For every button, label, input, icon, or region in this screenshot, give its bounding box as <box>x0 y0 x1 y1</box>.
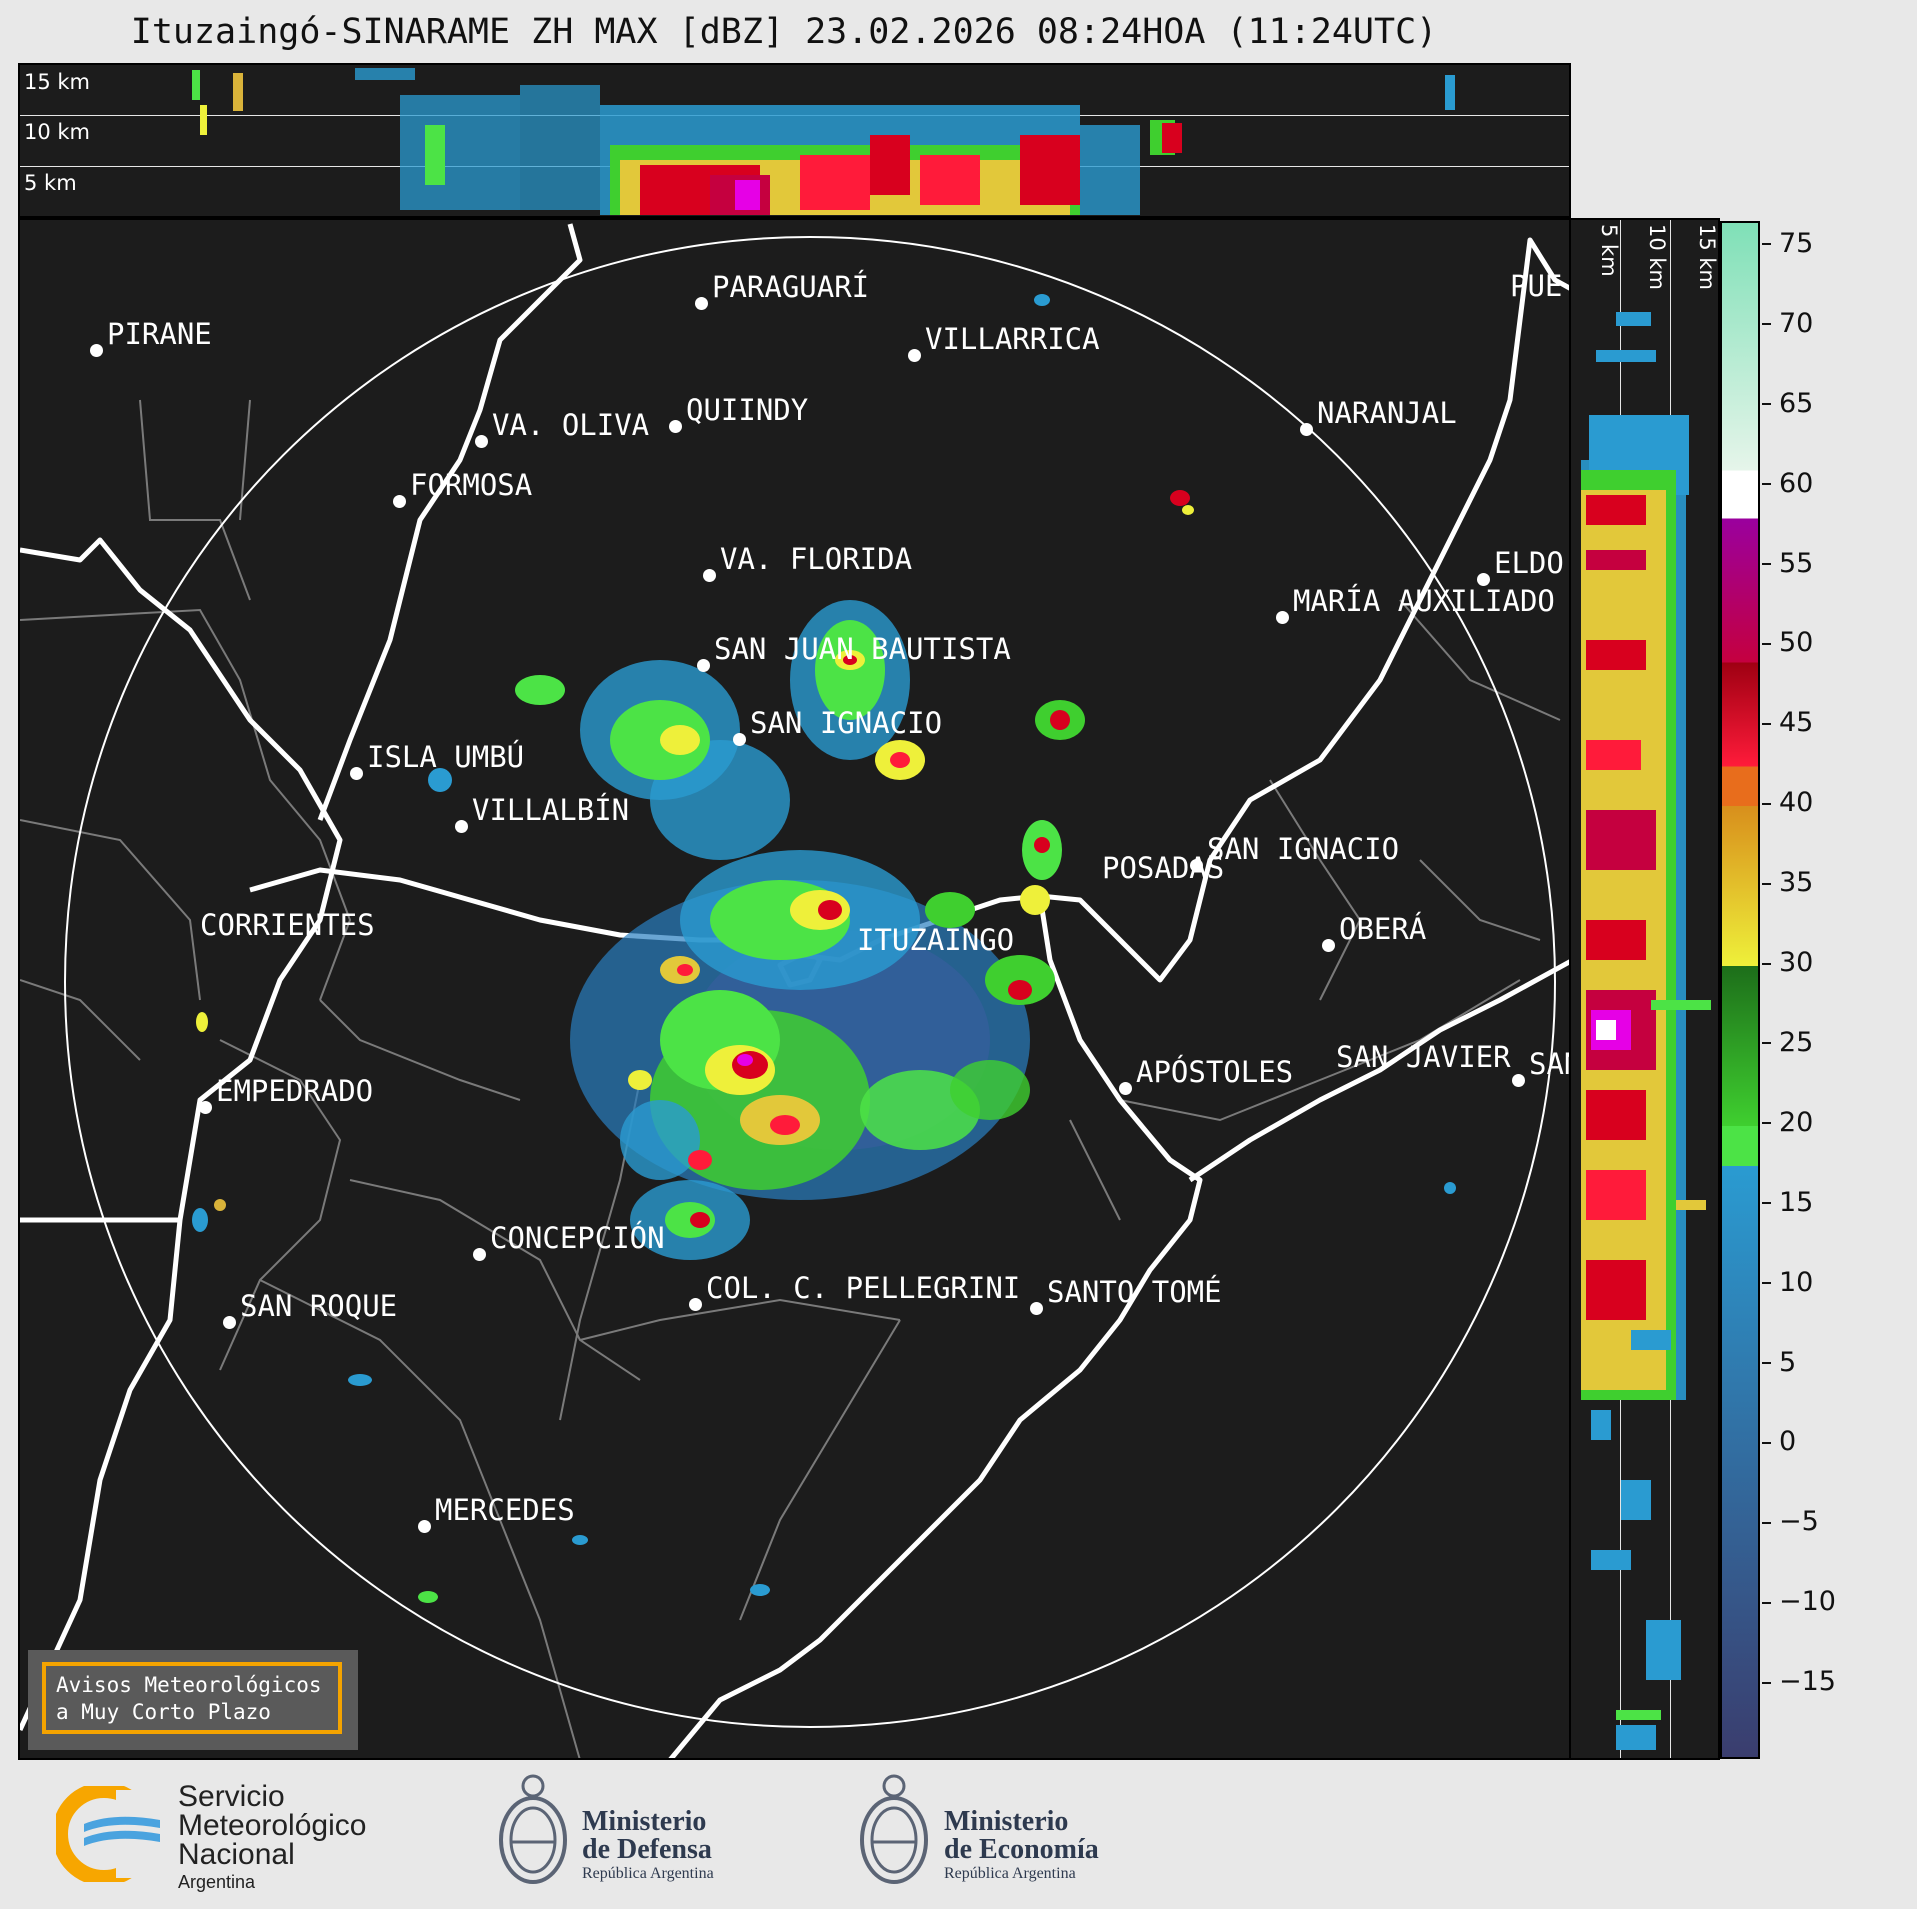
right-cross-section: 5 km 10 km 15 km <box>1569 218 1720 1760</box>
colorbar-tick: 60 <box>1762 468 1813 499</box>
vheight-label-10km: 10 km <box>1645 224 1669 291</box>
radar-echoes <box>192 294 1456 1603</box>
colorbar-tick: 45 <box>1762 707 1813 738</box>
defensa-sub: República Argentina <box>582 1865 714 1882</box>
coat-of-arms-icon <box>860 1774 928 1884</box>
colorbar-tick: 15 <box>1762 1187 1813 1218</box>
colorbar-tick: 40 <box>1762 787 1813 818</box>
right-cross-section-echoes <box>1581 312 1711 1750</box>
avisos-box: Avisos Meteorológicos a Muy Corto Plazo <box>28 1650 358 1750</box>
colorbar <box>1720 221 1760 1759</box>
colorbar-tick: 55 <box>1762 548 1813 579</box>
colorbar-tick: 35 <box>1762 867 1813 898</box>
colorbar-tick: 30 <box>1762 947 1813 978</box>
colorbar-tick: −10 <box>1762 1586 1836 1617</box>
smn-line1: Servicio <box>178 1780 285 1813</box>
colorbar-tick: 75 <box>1762 228 1813 259</box>
colorbar-tick: 25 <box>1762 1027 1813 1058</box>
defensa-line1: Ministerio <box>582 1806 707 1837</box>
page-title: Ituzaingó-SINARAME ZH MAX [dBZ] 23.02.20… <box>130 12 1438 52</box>
colorbar-tick: 50 <box>1762 627 1813 658</box>
economia-line2: de Economía <box>944 1834 1099 1865</box>
colorbar-tick: 20 <box>1762 1107 1813 1138</box>
map-layers <box>20 223 1569 1758</box>
vheight-label-5km: 5 km <box>1597 224 1621 277</box>
radar-map: PARAGUARÍ VILLARRICA PIRANE QUIINDY VA. … <box>18 218 1571 1760</box>
height-label-5km: 5 km <box>24 171 77 195</box>
smn-line3: Nacional <box>178 1838 295 1871</box>
colorbar-tick: −5 <box>1762 1506 1819 1537</box>
smn-logo-text: Servicio Meteorológico Nacional Argentin… <box>178 1780 367 1892</box>
defensa-line2: de Defensa <box>582 1834 712 1865</box>
colorbar-tick: −15 <box>1762 1666 1836 1697</box>
top-cross-section-echoes <box>192 68 1455 215</box>
colorbar-tick: 10 <box>1762 1267 1813 1298</box>
smn-country: Argentina <box>178 1872 256 1892</box>
economia-line1: Ministerio <box>944 1806 1069 1837</box>
colorbar-tick: 0 <box>1762 1426 1796 1457</box>
economia-logo-text: Ministerio de Economía República Argenti… <box>944 1808 1099 1884</box>
avisos-frame: Avisos Meteorológicos a Muy Corto Plazo <box>42 1662 342 1734</box>
smn-line2: Meteorológico <box>178 1809 367 1842</box>
smn-logo-icon <box>56 1786 166 1882</box>
colorbar-tick: 5 <box>1762 1347 1796 1378</box>
defensa-logo-text: Ministerio de Defensa República Argentin… <box>582 1808 714 1884</box>
top-cross-section: 15 km 10 km 5 km <box>18 63 1571 218</box>
economia-sub: República Argentina <box>944 1865 1076 1882</box>
colorbar-tick: 70 <box>1762 308 1813 339</box>
avisos-line1: Avisos Meteorológicos <box>56 1673 322 1697</box>
range-ring <box>64 236 1556 1728</box>
coat-of-arms-icon <box>499 1774 567 1884</box>
colorbar-tick: 65 <box>1762 388 1813 419</box>
vheight-label-15km: 15 km <box>1695 224 1719 291</box>
avisos-line2: a Muy Corto Plazo <box>56 1700 271 1724</box>
height-label-15km: 15 km <box>24 70 91 94</box>
height-label-10km: 10 km <box>24 120 91 144</box>
